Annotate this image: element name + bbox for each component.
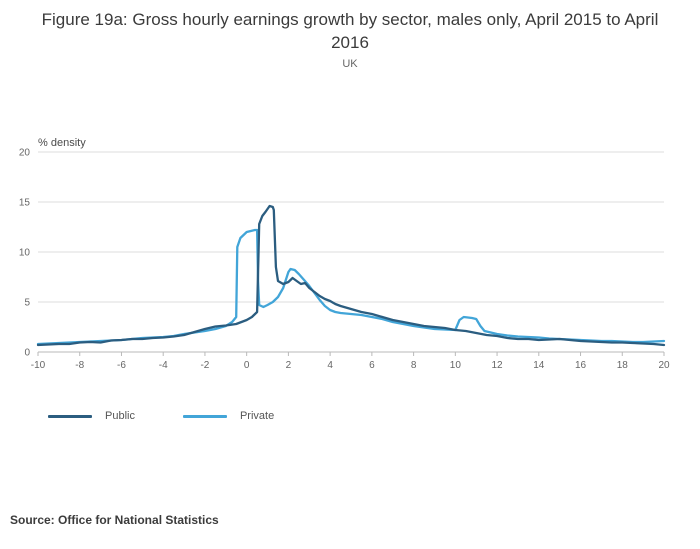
x-tick-label: 18 [617, 360, 629, 371]
x-tick-label: 12 [492, 360, 504, 371]
x-tick-label: 6 [369, 360, 375, 371]
series-line-private [36, 228, 666, 346]
x-tick-label: 8 [411, 360, 417, 371]
legend-item-public: Public [48, 410, 135, 422]
source-text: Source: Office for National Statistics [10, 513, 219, 527]
legend-item-private: Private [182, 410, 275, 422]
y-tick-label: 20 [19, 148, 31, 159]
x-tick-label: -6 [117, 360, 126, 371]
y-tick-label: 15 [19, 198, 31, 209]
x-tick-label: -8 [75, 360, 84, 371]
x-tick-label: 14 [533, 360, 545, 371]
x-tick-label: -4 [159, 360, 168, 371]
series-line-public [36, 204, 666, 347]
x-tick-label: 4 [327, 360, 333, 371]
x-tick-label: 2 [286, 360, 292, 371]
public-line-swatch [48, 414, 92, 418]
private-line-swatch [182, 414, 227, 418]
y-axis-label: % density [38, 137, 86, 149]
chart-subtitle: UK [342, 58, 358, 70]
x-tick-label: 10 [450, 360, 462, 371]
x-tick-label: 16 [575, 360, 587, 371]
y-tick-label: 10 [19, 248, 31, 259]
y-tick-label: 0 [24, 348, 30, 359]
x-tick-label: 20 [658, 360, 670, 371]
chart-legend: Public Private [48, 410, 274, 422]
legend-label-private: Private [239, 410, 275, 422]
x-tick-label: 0 [244, 360, 250, 371]
x-tick-label: -2 [200, 360, 209, 371]
y-tick-label: 5 [24, 298, 30, 309]
x-tick-label: -10 [31, 360, 46, 371]
legend-label-public: Public [105, 410, 135, 422]
chart-title: Figure 19a: Gross hourly earnings growth… [41, 10, 659, 52]
